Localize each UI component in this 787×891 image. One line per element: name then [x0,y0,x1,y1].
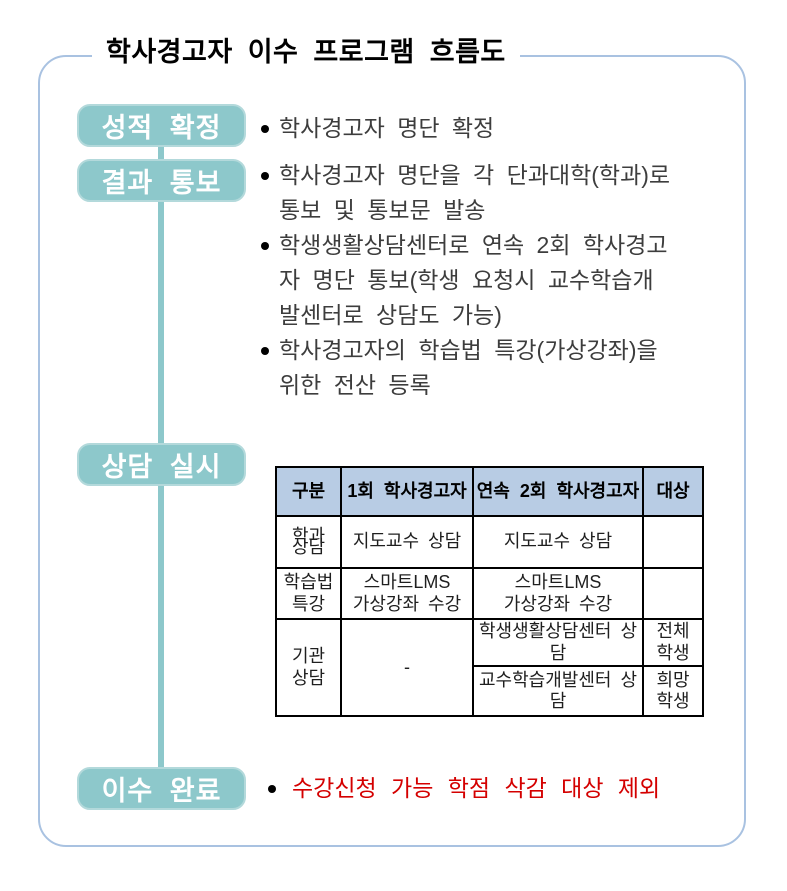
table-row-dept-counsel: 학과 상담 지도교수 상담 지도교수 상담 [275,515,704,569]
step-box-counseling: 상담 실시 [77,443,246,486]
table-row-org-counsel-b: 교수학습개발센터 상담 희망 학생 [276,665,704,717]
bullet-text-completion: 수강신청 가능 학점 삭감 대상 제외 [292,775,661,801]
table-header-row: 구분 1회 학사경고자 연속 2회 학사경고자 대상 [275,466,704,517]
table-row-study-lecture: 학습법 특강 스마트LMS 가상강좌 수강 스마트LMS 가상강좌 수강 [275,567,704,620]
cell-study-second-warning: 스마트LMS 가상강좌 수강 [472,567,644,620]
step-box-result-notice: 결과 통보 [77,159,246,202]
cell-dept-first-warning: 지도교수 상담 [340,515,474,569]
bullet-marker [261,347,269,355]
cell-org-category: 기관 상담 [275,618,342,717]
step-box-grade-confirm-label: 성적 확정 [101,113,222,143]
cell-org-first-warning: - [340,618,474,717]
cell-org-target-b: 희망 학생 [642,665,704,717]
bullet-item-grade-confirm: 학사경고자 명단 확정 [261,111,739,146]
table-header-category: 구분 [275,466,342,517]
cell-study-first-warning: 스마트LMS 가상강좌 수강 [340,567,474,620]
bullet-item-notice-1: 학사경고자 명단을 각 단과대학(학과)로 통보 및 통보문 발송 [261,158,739,228]
bullet-marker [261,172,269,180]
cell-study-category: 학습법 특강 [275,567,342,620]
cell-org-target-a: 전체 학생 [642,618,704,667]
step-box-grade-confirm: 성적 확정 [77,104,246,147]
bullet-marker [261,242,269,250]
page-title: 학사경고자 이수 프로그램 흐름도 [92,33,520,71]
bullet-text-notice-3: 학사경고자의 학습법 특강(가상강좌)을 위한 전산 등록 [279,337,658,398]
bullet-marker [268,785,276,793]
cell-dept-category: 학과 상담 [275,515,342,569]
bullet-text-grade-confirm: 학사경고자 명단 확정 [279,115,495,141]
counseling-table: 구분 1회 학사경고자 연속 2회 학사경고자 대상 학과 상담 지도교수 상담… [275,466,704,717]
step-box-completion-label: 이수 완료 [101,776,222,806]
table-row-org-counsel-a: 기관 상담 - 학생생활상담센터 상담 전체 학생 [275,618,704,717]
table-header-second-warning: 연속 2회 학사경고자 [472,466,644,517]
table-header-first-warning: 1회 학사경고자 [340,466,474,517]
step-box-result-notice-label: 결과 통보 [101,168,222,198]
cell-org-second-warning-a: 학생생활상담센터 상담 [472,618,644,667]
cell-org-second-warning-b: 교수학습개발센터 상담 [472,665,644,717]
bullet-item-completion: 수강신청 가능 학점 삭감 대상 제외 [268,771,772,806]
step-box-counseling-label: 상담 실시 [101,452,222,482]
bullet-text-notice-1: 학사경고자 명단을 각 단과대학(학과)로 통보 및 통보문 발송 [279,162,671,223]
step-box-completion: 이수 완료 [77,767,246,810]
bullet-item-notice-2: 학생생활상담센터로 연속 2회 학사경고 자 명단 통보(학생 요청시 교수학습… [261,228,739,333]
table-header-target: 대상 [642,466,704,517]
cell-study-target [642,567,704,620]
cell-dept-second-warning: 지도교수 상담 [472,515,644,569]
bullet-text-notice-2: 학생생활상담센터로 연속 2회 학사경고 자 명단 통보(학생 요청시 교수학습… [279,232,668,328]
bullet-item-notice-3: 학사경고자의 학습법 특강(가상강좌)을 위한 전산 등록 [261,333,739,403]
cell-dept-target [642,515,704,569]
bullet-marker [261,125,269,133]
